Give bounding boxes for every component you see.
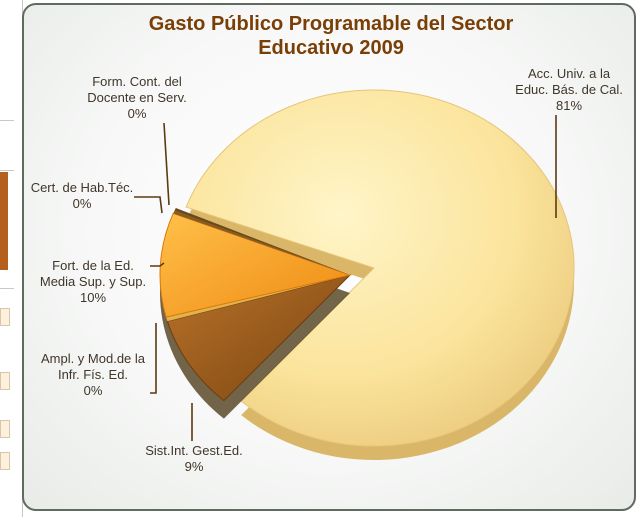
pie-slice-cert-hab — [173, 210, 350, 275]
data-label-ampl-mod: Ampl. y Mod.de la Infr. Fís. Ed. 0% — [41, 351, 146, 398]
data-label-line: Acc. Univ. a la — [528, 66, 611, 81]
pie-slice-ampl-mod — [166, 275, 350, 322]
header-cell-accent — [0, 172, 8, 270]
data-label-line: Educ. Bás. de Cal. — [515, 82, 623, 97]
data-label-acc-univ: Acc. Univ. a la Educ. Bás. de Cal. 81% — [515, 66, 623, 113]
data-label-line: Docente en Serv. — [87, 90, 186, 105]
data-label-line: 9% — [185, 459, 204, 474]
grid-cell — [0, 372, 10, 390]
data-label-line: 0% — [128, 106, 147, 121]
grid-line — [0, 170, 14, 171]
data-label-line: Infr. Fís. Ed. — [58, 367, 128, 382]
data-label-line: 81% — [556, 98, 582, 113]
pie-chart: Acc. Univ. a la Educ. Bás. de Cal. 81% Sist… — [31, 66, 623, 474]
data-label-line: 0% — [73, 196, 92, 211]
pie-slice-acc-univ — [185, 89, 575, 447]
spreadsheet-edge — [0, 0, 23, 517]
grid-line — [0, 120, 14, 121]
data-label-line: 0% — [84, 383, 103, 398]
leader-line-form-cont — [163, 122, 170, 206]
data-label-line: Media Sup. y Sup. — [40, 274, 146, 289]
data-label-line: Cert. de Hab.Téc. — [31, 180, 134, 195]
leader-line-fort-ed — [150, 262, 165, 267]
data-label-line: Ampl. y Mod.de la — [41, 351, 146, 366]
chart-title-line-1: Gasto Público Programable del Sector — [148, 13, 514, 35]
data-label-cert-hab: Cert. de Hab.Téc. 0% — [31, 180, 134, 211]
pie-slice-sist-int — [166, 274, 352, 402]
data-label-line: Fort. de la Ed. — [52, 258, 134, 273]
data-label-fort-ed: Fort. de la Ed. Media Sup. y Sup. 10% — [40, 258, 146, 305]
data-label-line: Form. Cont. del — [92, 74, 182, 89]
data-label-sist-int: Sist.Int. Gest.Ed. 9% — [145, 443, 243, 474]
data-label-line: 10% — [80, 290, 106, 305]
data-label-line: Sist.Int. Gest.Ed. — [145, 443, 243, 458]
chart-area[interactable]: Gasto Público Programable del Sector Edu… — [22, 3, 636, 511]
chart-title-line-2: Educativo 2009 — [258, 37, 404, 59]
leader-line-cert-hab — [134, 196, 163, 214]
grid-cell — [0, 452, 10, 470]
grid-cell — [0, 308, 10, 326]
grid-cell — [0, 420, 10, 438]
leader-line-ampl-mod — [150, 323, 157, 394]
grid-line — [0, 288, 14, 289]
pie-slice-form-cont — [174, 208, 350, 275]
data-label-form-cont: Form. Cont. del Docente en Serv. 0% — [87, 74, 186, 121]
